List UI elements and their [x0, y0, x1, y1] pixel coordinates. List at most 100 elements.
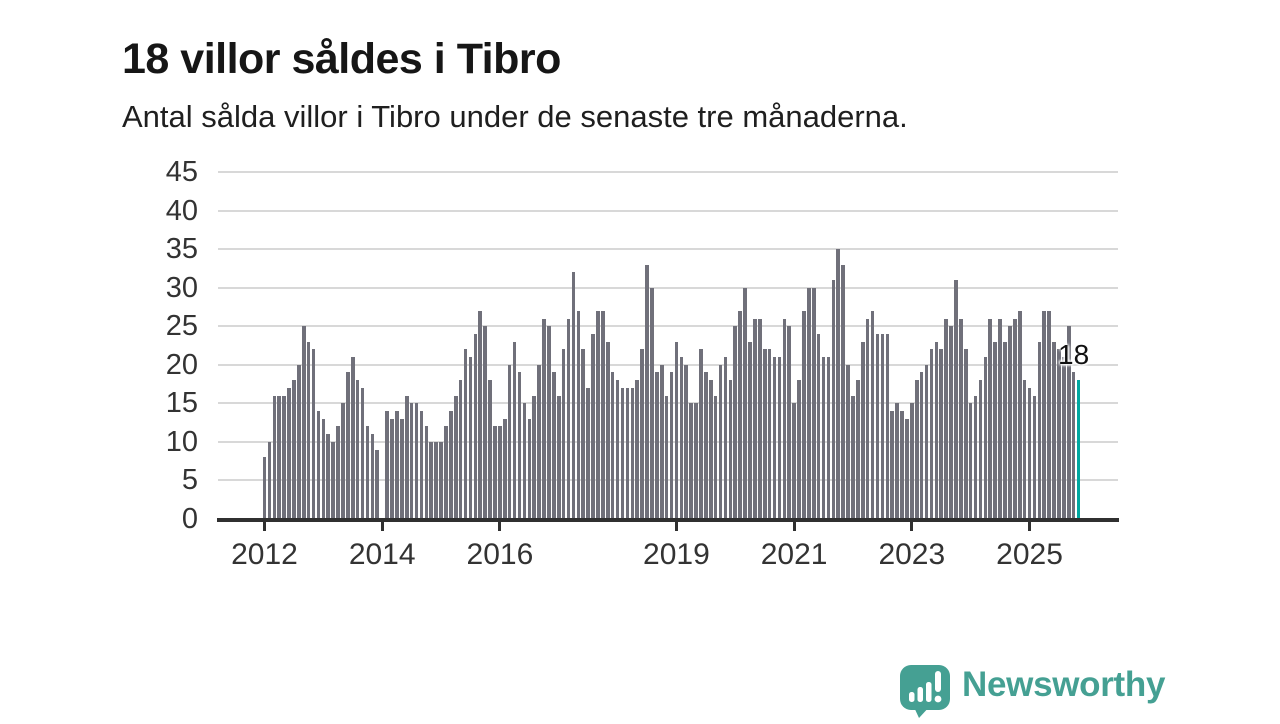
- bar: [311, 349, 316, 519]
- x-axis-tick: [380, 522, 384, 531]
- bar: [890, 411, 894, 519]
- bar: [1052, 341, 1056, 519]
- x-axis-tick-label: 2016: [466, 538, 534, 571]
- bar: [493, 426, 497, 519]
- bar: [591, 333, 595, 519]
- bar: [267, 441, 272, 519]
- bar: [532, 395, 536, 519]
- bar: [914, 380, 919, 519]
- bar: [331, 441, 335, 519]
- bar: [934, 341, 939, 519]
- bar: [458, 380, 463, 519]
- bar: [733, 326, 738, 519]
- bar: [797, 380, 801, 519]
- bar: [910, 403, 914, 519]
- gridline: [218, 363, 1118, 366]
- bar: [767, 349, 772, 519]
- x-axis-tick: [1028, 522, 1032, 531]
- bar: [944, 318, 948, 519]
- bar: [988, 318, 993, 519]
- bar: [385, 411, 389, 519]
- bar: [718, 364, 723, 519]
- bar: [547, 326, 551, 519]
- bar: [753, 318, 757, 519]
- bar: [326, 434, 331, 519]
- bar: [586, 387, 590, 519]
- bar: [841, 264, 845, 519]
- bar: [865, 318, 870, 519]
- bar: [522, 403, 527, 519]
- bar: [610, 372, 615, 519]
- bar: [350, 357, 355, 519]
- bar: [983, 357, 988, 519]
- bar: [336, 426, 340, 519]
- bar: [488, 380, 492, 519]
- bar: [444, 426, 448, 519]
- bar: [826, 357, 831, 519]
- highlighted-bar: [1076, 380, 1081, 519]
- y-axis-tick-label: 35: [165, 233, 198, 266]
- newsworthy-logo-text: Newsworthy: [962, 665, 1166, 704]
- bar: [449, 411, 453, 519]
- x-axis-tick: [263, 522, 266, 531]
- bar: [856, 380, 860, 519]
- bar: [625, 387, 630, 519]
- bar: [502, 418, 507, 519]
- bar: [831, 279, 836, 519]
- bar: [615, 380, 620, 519]
- bar: [478, 310, 483, 519]
- bar: [728, 380, 733, 519]
- bar: [758, 318, 762, 519]
- bar: [968, 403, 973, 519]
- bar: [993, 341, 997, 519]
- page-title: 18 villor såldes i Tibro: [122, 34, 561, 83]
- bar: [802, 310, 806, 519]
- x-axis-tick-label: 2019: [643, 538, 710, 571]
- bar: [630, 387, 635, 519]
- bar: [694, 403, 698, 519]
- bar: [1037, 341, 1042, 519]
- bar: [507, 364, 512, 519]
- bar: [429, 441, 434, 519]
- bar: [434, 441, 438, 519]
- bar: [527, 418, 532, 519]
- bar: [419, 411, 424, 519]
- bar: [870, 310, 875, 519]
- x-axis-tick-label: 2012: [231, 538, 298, 571]
- x-axis-tick-label: 2021: [760, 538, 828, 571]
- bar: [439, 441, 443, 519]
- gridline: [218, 325, 1118, 328]
- gridline: [218, 286, 1118, 289]
- bar: [552, 372, 556, 519]
- bar: [370, 434, 375, 519]
- bar: [821, 357, 826, 519]
- last-value-annotation: 18: [1058, 339, 1090, 370]
- y-axis-tick-label: 10: [165, 425, 198, 458]
- bar: [1047, 310, 1051, 519]
- x-axis-line: [217, 518, 1119, 522]
- bar: [306, 341, 311, 519]
- bar: [949, 326, 953, 519]
- bar: [978, 380, 983, 519]
- bar: [277, 395, 281, 519]
- bar: [400, 418, 404, 519]
- bar: [1057, 349, 1061, 519]
- bar: [924, 364, 929, 519]
- y-axis-tick-label: 40: [165, 194, 198, 227]
- bar: [963, 349, 968, 519]
- bar: [316, 411, 321, 519]
- y-axis-tick-label: 20: [165, 348, 198, 381]
- bar: [811, 287, 816, 519]
- bar: [1003, 341, 1007, 519]
- bar: [900, 411, 904, 519]
- bar: [929, 349, 934, 519]
- bar: [655, 372, 659, 519]
- bar: [885, 333, 890, 519]
- bar: [414, 403, 419, 519]
- bar: [453, 395, 458, 519]
- bar: [1017, 310, 1022, 519]
- bar: [659, 364, 664, 519]
- bar: [875, 333, 880, 519]
- bar: [772, 357, 777, 519]
- y-axis-tick-label: 45: [165, 156, 198, 188]
